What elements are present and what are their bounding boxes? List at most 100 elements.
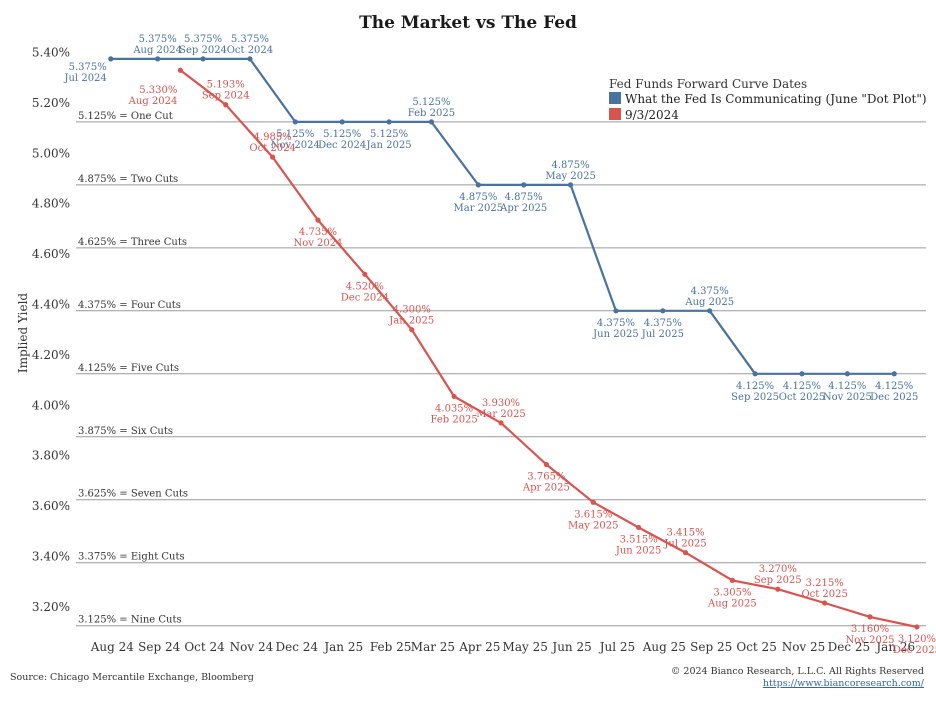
x-tick-label: Sep 25 bbox=[690, 640, 732, 654]
point-date-label: Oct 2024 bbox=[249, 143, 295, 154]
chart-title: The Market vs The Fed bbox=[359, 13, 577, 33]
reference-line-label: 5.125% = One Cut bbox=[78, 111, 173, 122]
data-point bbox=[867, 614, 873, 620]
data-point bbox=[543, 461, 549, 468]
point-value-label: 5.125% bbox=[370, 129, 408, 140]
point-value-label: 3.930% bbox=[482, 398, 520, 409]
point-value-label: 3.160% bbox=[851, 624, 889, 635]
point-date-label: Apr 2025 bbox=[499, 203, 547, 214]
copyright-text: © 2024 Bianco Research, L.L.C. All Right… bbox=[670, 666, 924, 677]
point-date-label: Aug 2025 bbox=[684, 297, 734, 308]
reference-line-label: 4.875% = Two Cuts bbox=[78, 174, 178, 185]
y-tick-label: 3.20% bbox=[32, 600, 70, 614]
point-date-label: Jun 2025 bbox=[592, 329, 639, 340]
series-line bbox=[110, 57, 895, 375]
reference-line-label: 3.625% = Seven Cuts bbox=[78, 489, 188, 500]
reference-line-label: 4.375% = Four Cuts bbox=[78, 300, 181, 311]
x-tick-label: Dec 24 bbox=[276, 640, 319, 654]
point-value-label: 3.415% bbox=[666, 528, 704, 539]
point-value-label: 4.735% bbox=[299, 227, 337, 238]
point-value-label: 4.375% bbox=[644, 318, 682, 329]
point-value-label: 4.375% bbox=[597, 318, 635, 329]
data-point bbox=[108, 56, 114, 62]
point-date-label: Apr 2025 bbox=[522, 482, 570, 493]
point-value-label: 5.375% bbox=[184, 34, 222, 45]
y-axis-ticks: 5.40% 5.20% 5.00% 4.80% 4.60% 4.40% 4.20% 4.00%… bbox=[32, 46, 70, 614]
reference-line-label: 4.125% = Five Cuts bbox=[78, 363, 179, 374]
point-value-label: 3.305% bbox=[713, 587, 751, 598]
y-tick-label: 5.00% bbox=[32, 146, 70, 160]
point-date-label: Oct 2024 bbox=[227, 45, 273, 56]
point-value-label: 4.520% bbox=[346, 281, 384, 292]
point-value-label: 5.125% bbox=[323, 129, 361, 140]
point-date-label: Dec 2025 bbox=[870, 392, 918, 403]
x-tick-label: Aug 25 bbox=[642, 640, 686, 654]
point-date-label: Mar 2025 bbox=[476, 409, 526, 420]
y-tick-label: 5.40% bbox=[32, 46, 70, 60]
point-value-label: 3.515% bbox=[620, 534, 658, 545]
point-date-label: Feb 2025 bbox=[408, 108, 455, 119]
data-point bbox=[362, 271, 368, 277]
point-value-label: 3.270% bbox=[759, 564, 797, 575]
data-point bbox=[729, 577, 736, 583]
x-tick-label: Apr 25 bbox=[458, 640, 500, 654]
point-value-label: 5.375% bbox=[231, 34, 269, 45]
chart-canvas: The Market vs The Fed Implied Yield 5.12… bbox=[16, 13, 936, 656]
point-value-label: 5.193% bbox=[207, 80, 245, 91]
point-value-label: 4.300% bbox=[393, 305, 431, 316]
data-point bbox=[660, 308, 666, 314]
point-date-label: Dec 2025 bbox=[893, 645, 936, 656]
data-point bbox=[339, 119, 345, 125]
point-date-label: May 2025 bbox=[568, 520, 618, 531]
data-point bbox=[247, 56, 253, 62]
data-point bbox=[707, 308, 713, 314]
website-link[interactable]: https://www.biancoresearch.com/ bbox=[762, 678, 924, 689]
x-tick-label: Nov 25 bbox=[782, 640, 826, 654]
point-date-label: Jul 2025 bbox=[663, 539, 706, 550]
point-value-label: 3.615% bbox=[574, 509, 612, 520]
data-point bbox=[451, 393, 457, 400]
y-tick-label: 3.40% bbox=[32, 549, 70, 563]
point-date-label: Feb 2025 bbox=[430, 414, 477, 425]
data-point bbox=[567, 182, 574, 188]
point-date-label: Aug 2025 bbox=[707, 598, 757, 609]
reference-lines: 5.125% = One Cut 4.875% = Two Cuts 4.625% … bbox=[76, 111, 926, 627]
point-date-label: Nov 2025 bbox=[823, 392, 872, 403]
data-point bbox=[315, 217, 321, 223]
reference-line-label: 4.625% = Three Cuts bbox=[78, 237, 187, 248]
data-point bbox=[636, 524, 642, 531]
point-value-label: 4.875% bbox=[505, 192, 543, 203]
data-point bbox=[428, 119, 435, 125]
data-point bbox=[752, 371, 758, 377]
x-tick-label: Aug 24 bbox=[90, 640, 135, 654]
legend: Fed Funds Forward Curve Dates What the F… bbox=[609, 77, 927, 122]
legend-swatch-market bbox=[609, 108, 621, 120]
x-tick-label: Dec 25 bbox=[828, 640, 871, 654]
data-point bbox=[292, 119, 298, 125]
point-value-label: 4.125% bbox=[783, 381, 821, 392]
source-note: Source: Chicago Mercantile Exchange, Blo… bbox=[10, 672, 254, 683]
point-date-label: Dec 2024 bbox=[318, 140, 366, 151]
reference-line-label: 3.875% = Six Cuts bbox=[78, 426, 173, 437]
point-value-label: 4.375% bbox=[691, 286, 729, 297]
point-date-label: Sep 2025 bbox=[731, 392, 779, 403]
point-date-label: Oct 2025 bbox=[801, 589, 847, 600]
point-date-label: Jul 2024 bbox=[64, 73, 107, 84]
point-date-label: Sep 2025 bbox=[754, 575, 802, 586]
data-point bbox=[155, 56, 161, 62]
data-point bbox=[799, 371, 805, 377]
data-point bbox=[590, 499, 596, 505]
point-date-label: Nov 2024 bbox=[293, 238, 342, 249]
point-value-label: 4.125% bbox=[828, 381, 866, 392]
point-date-label: Jan 2025 bbox=[366, 140, 412, 151]
point-date-label: Sep 2024 bbox=[179, 45, 227, 56]
point-value-label: 3.120% bbox=[898, 634, 936, 645]
data-point bbox=[200, 56, 206, 62]
point-date-label: Sep 2024 bbox=[202, 91, 250, 102]
y-tick-label: 4.80% bbox=[32, 197, 70, 211]
data-point bbox=[775, 586, 781, 592]
data-point bbox=[891, 371, 897, 377]
data-point bbox=[822, 600, 828, 606]
x-axis-ticks: Aug 24 Sep 24 Oct 24 Nov 24 Dec 24 Jan 25 Feb … bbox=[90, 640, 915, 654]
